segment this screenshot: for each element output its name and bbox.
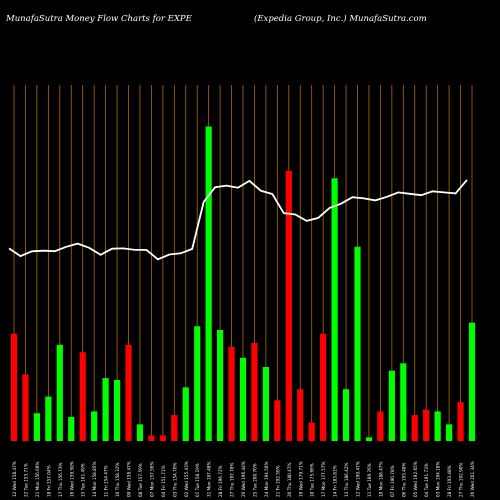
money-flow-bar: [342, 389, 350, 441]
money-flow-bar: [365, 437, 373, 441]
x-axis-label: 06 Thu 193.48%: [401, 462, 406, 497]
money-flow-bar: [354, 246, 361, 441]
money-flow-bar: [148, 435, 155, 441]
x-axis-label: 08 Tue 157.59%: [138, 463, 143, 497]
chart-title-left: MunafaSutra Money Flow Charts for EXPE: [6, 14, 192, 24]
x-axis-label: 31 Mon 187.48%: [207, 462, 212, 497]
x-axis-label: 02 Wed 155.43%: [184, 461, 189, 497]
x-axis-label: 25 Tue 200.70%: [252, 463, 257, 497]
money-flow-bar: [262, 367, 269, 441]
money-flow-bars: [10, 126, 476, 442]
x-axis-label: 11 Tue 189.76%: [367, 463, 372, 497]
money-flow-bar: [274, 400, 281, 441]
x-axis-label: 10 Mon 188.47%: [378, 462, 383, 497]
money-flow-bar: [159, 435, 166, 441]
money-flow-bar: [377, 411, 384, 441]
x-axis-label: 19 Wed 179.71%: [298, 461, 303, 497]
x-axis-label: 04 Fri 151.71%: [161, 465, 166, 497]
money-flow-bar: [423, 409, 430, 441]
price-line: [8, 179, 468, 261]
x-axis-label: 05 Wed 192.65%: [413, 461, 418, 497]
x-axis-label: 14 Mon 158.85%: [92, 462, 97, 497]
money-flow-bar: [228, 346, 235, 441]
money-flow-bar: [400, 363, 407, 441]
x-axis-label: 14 Fri 183.81%: [333, 465, 338, 497]
x-axis-label: 10 Thu 158.32%: [115, 462, 120, 497]
x-axis-label: 15 Tue 161.49%: [81, 463, 86, 497]
grid-lines: [13, 85, 473, 441]
money-flow-bar: [171, 415, 178, 441]
x-axis-label: 27 Thu 197.78%: [230, 462, 235, 497]
x-axis-label: 26 Wed 201.34%: [470, 461, 475, 497]
x-axis-label: 16 Wed 159.50%: [69, 461, 74, 497]
x-axis-label: 17 Mon 177.57%: [321, 462, 326, 497]
money-flow-bar: [205, 126, 212, 441]
money-flow-bar: [308, 422, 315, 441]
x-axis-label: 07 Fri 190.78%: [390, 465, 395, 497]
money-flow-bar: [217, 330, 224, 441]
x-axis-label: 22 Tue 153.71%: [23, 463, 28, 497]
money-flow-bar: [136, 424, 144, 441]
x-axis-label: 28 Fri 193.48%: [447, 465, 452, 497]
x-axis-labels: 12 Wed 158.47% 22 Tue 153.71% 21 Mon 156.6…: [12, 461, 475, 497]
money-flow-bar: [411, 415, 418, 441]
money-flow-bar: [91, 411, 98, 441]
money-flow-bar: [434, 411, 441, 441]
x-axis-label: 18 Tue 175.66%: [310, 463, 315, 497]
money-flow-bar: [22, 374, 29, 441]
money-flow-bar: [194, 326, 201, 441]
money-flow-bar: [468, 322, 476, 441]
price-line-path: [8, 179, 468, 261]
x-axis-label: 21 Fri 192.50%: [275, 465, 280, 497]
x-axis-label: 07 Mon 157.56%: [149, 462, 154, 497]
money-flow-bar: [239, 357, 247, 441]
money-flow-bar: [10, 333, 18, 441]
x-axis-label: 20 Thu 180.47%: [287, 462, 292, 497]
money-flow-bar: [56, 344, 63, 441]
money-flow-bar: [388, 370, 395, 441]
money-flow-bar: [320, 333, 327, 441]
x-axis-label: 27 Thu 192.90%: [459, 462, 464, 497]
x-axis-label: 09 Wed 158.47%: [127, 461, 132, 497]
x-axis-label: 11 Fri 154.47%: [104, 465, 109, 497]
money-flow-bar: [68, 416, 75, 441]
x-axis-label: 01 Tue 158.19%: [195, 463, 200, 497]
money-flow-bar: [446, 424, 453, 441]
money-flow-bar: [79, 352, 86, 441]
chart-title-right: (Expedia Group, Inc.) MunafaSutra.com: [254, 14, 427, 24]
x-axis-label: 12 Wed 190.47%: [356, 461, 361, 497]
money-flow-bar: [182, 387, 189, 441]
x-axis-label: 03 Thu 154.70%: [172, 462, 177, 497]
x-axis-label: 03 Mon 194.18%: [436, 462, 441, 497]
money-flow-bar: [297, 389, 304, 441]
x-axis-label: 28 Fri 196.72%: [218, 465, 223, 497]
money-flow-bar: [33, 413, 40, 441]
x-axis-label: 18 Fri 157.04%: [46, 465, 51, 497]
x-axis-label: 13 Thu 186.42%: [344, 462, 349, 497]
x-axis-label: 04 Tue 191.73%: [424, 463, 429, 497]
money-flow-bar: [285, 170, 292, 441]
money-flow-bar: [331, 178, 338, 442]
money-flow-bar: [457, 402, 464, 441]
x-axis-label: 17 Thu 156.73%: [58, 462, 63, 497]
money-flow-bar: [125, 344, 132, 441]
money-flow-bar: [113, 379, 121, 441]
x-axis-label: 12 Wed 158.47%: [12, 461, 17, 497]
x-axis-label: 24 Mon 194.50%: [264, 462, 269, 497]
money-flow-bar: [102, 378, 109, 441]
x-axis-label: 26 Wed 196.44%: [241, 461, 246, 497]
x-axis-label: 21 Mon 156.69%: [35, 462, 40, 497]
money-flow-bar: [251, 342, 258, 441]
money-flow-bar: [45, 396, 52, 441]
